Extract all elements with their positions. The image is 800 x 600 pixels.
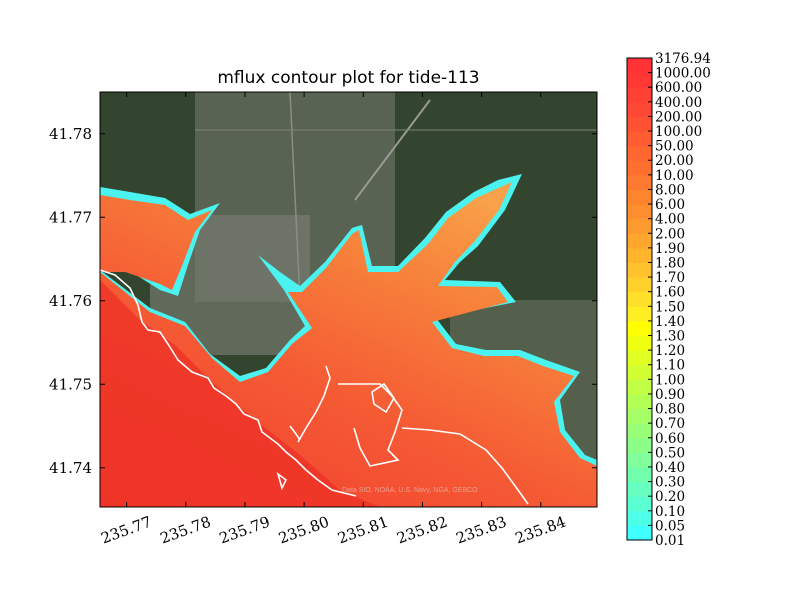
x-tick-label: 235.81 <box>335 513 390 548</box>
colorbar-label: 0.40 <box>655 460 685 476</box>
colorbar-segment <box>627 160 652 176</box>
colorbar-label: 1.50 <box>655 299 685 315</box>
colorbar-segment <box>627 437 652 453</box>
colorbar-segment <box>627 174 652 190</box>
colorbar-segment <box>627 393 652 410</box>
colorbar: 0.010.050.100.200.300.400.500.600.700.80… <box>626 51 711 549</box>
colorbar-segment <box>627 350 652 366</box>
plot-frame <box>99 91 598 508</box>
colorbar-segment <box>627 131 652 147</box>
x-tick-label: 235.79 <box>217 513 272 548</box>
colorbar-segment <box>627 87 652 103</box>
colorbar-label: 1.30 <box>655 329 685 345</box>
y-tick-label: 41.78 <box>49 125 92 143</box>
colorbar-label: 1.80 <box>655 255 685 271</box>
colorbar-segment <box>627 72 652 88</box>
colorbar-segment <box>627 481 652 497</box>
colorbar-label: 8.00 <box>655 182 685 198</box>
colorbar-segment <box>627 306 652 322</box>
colorbar-segment <box>627 408 652 424</box>
colorbar-segment <box>627 423 652 439</box>
chart-title: mflux contour plot for tide-113 <box>217 68 480 88</box>
colorbar-segment <box>627 466 652 483</box>
colorbar-segment <box>627 496 652 512</box>
colorbar-segment <box>627 204 652 220</box>
colorbar-label: 1000.00 <box>655 66 711 82</box>
colorbar-label: 20.00 <box>655 153 694 169</box>
colorbar-label: 0.20 <box>655 489 685 505</box>
colorbar-label: 0.80 <box>655 402 685 418</box>
colorbar-segment <box>627 291 652 307</box>
colorbar-label: 0.60 <box>655 431 685 447</box>
colorbar-segment <box>627 116 652 132</box>
road <box>289 92 301 301</box>
colorbar-label: 400.00 <box>655 95 702 111</box>
colorbar-label: 600.00 <box>655 80 702 96</box>
colorbar-label: 1.40 <box>655 314 685 330</box>
colorbar-label: 4.00 <box>655 212 685 228</box>
colorbar-frame <box>626 57 653 541</box>
colorbar-segment <box>627 379 652 395</box>
y-tick-label: 41.75 <box>49 375 92 393</box>
shoreline-contours <box>100 269 529 505</box>
plot-area: Data SIO, NOAA, U.S. Navy, NGA, GEBCO <box>100 92 597 507</box>
colorbar-label: 0.90 <box>655 387 685 403</box>
colorbar-segment <box>627 58 652 74</box>
colorbar-label: 1.60 <box>655 285 685 301</box>
colorbar-segment <box>627 262 652 278</box>
colorbar-segment <box>627 233 652 249</box>
y-tick-label: 41.76 <box>49 292 92 310</box>
x-tick-label: 235.83 <box>454 513 509 548</box>
colorbar-label: 0.05 <box>655 518 685 534</box>
colorbar-segment <box>627 101 652 117</box>
colorbar-label: 6.00 <box>655 197 685 213</box>
highway <box>354 99 431 201</box>
colorbar-label: 200.00 <box>655 109 702 125</box>
colorbar-label: 0.50 <box>655 445 685 461</box>
colorbar-segment <box>627 247 652 263</box>
colorbar-label: 1.00 <box>655 372 685 388</box>
high-flux-region <box>100 280 380 507</box>
colorbar-label: 3176.94 <box>655 51 711 67</box>
x-tick-label: 235.77 <box>99 513 154 548</box>
colorbar-segment <box>627 218 652 234</box>
colorbar-segment <box>627 510 652 526</box>
colorbar-segment <box>627 189 652 205</box>
colorbar-segment <box>627 452 652 468</box>
y-tick-label: 41.74 <box>49 459 92 477</box>
y-tick-label: 41.77 <box>49 208 92 226</box>
x-tick-label: 235.84 <box>513 513 568 548</box>
colorbar-label: 0.70 <box>655 416 685 432</box>
x-tick-label: 235.78 <box>158 513 213 548</box>
colorbar-label: 1.90 <box>655 241 685 257</box>
colorbar-label: 100.00 <box>655 124 702 140</box>
colorbar-label: 0.30 <box>655 475 685 491</box>
colorbar-segment <box>627 335 652 351</box>
colorbar-label: 10.00 <box>655 168 694 184</box>
colorbar-label: 2.00 <box>655 226 685 242</box>
colorbar-segment <box>627 525 652 541</box>
colorbar-label: 1.20 <box>655 343 685 359</box>
colorbar-segment <box>627 145 652 161</box>
x-tick-label: 235.82 <box>394 513 449 548</box>
colorbar-segment <box>627 320 652 337</box>
colorbar-segment <box>627 277 652 293</box>
colorbar-segment <box>627 364 652 380</box>
colorbar-label: 0.10 <box>655 504 685 520</box>
colorbar-label: 1.10 <box>655 358 685 374</box>
map-attribution: Data SIO, NOAA, U.S. Navy, NGA, GEBCO <box>342 487 478 494</box>
colorbar-label: 1.70 <box>655 270 685 286</box>
colorbar-label: 50.00 <box>655 139 694 155</box>
colorbar-label: 0.01 <box>655 533 685 549</box>
x-tick-label: 235.80 <box>276 513 331 548</box>
